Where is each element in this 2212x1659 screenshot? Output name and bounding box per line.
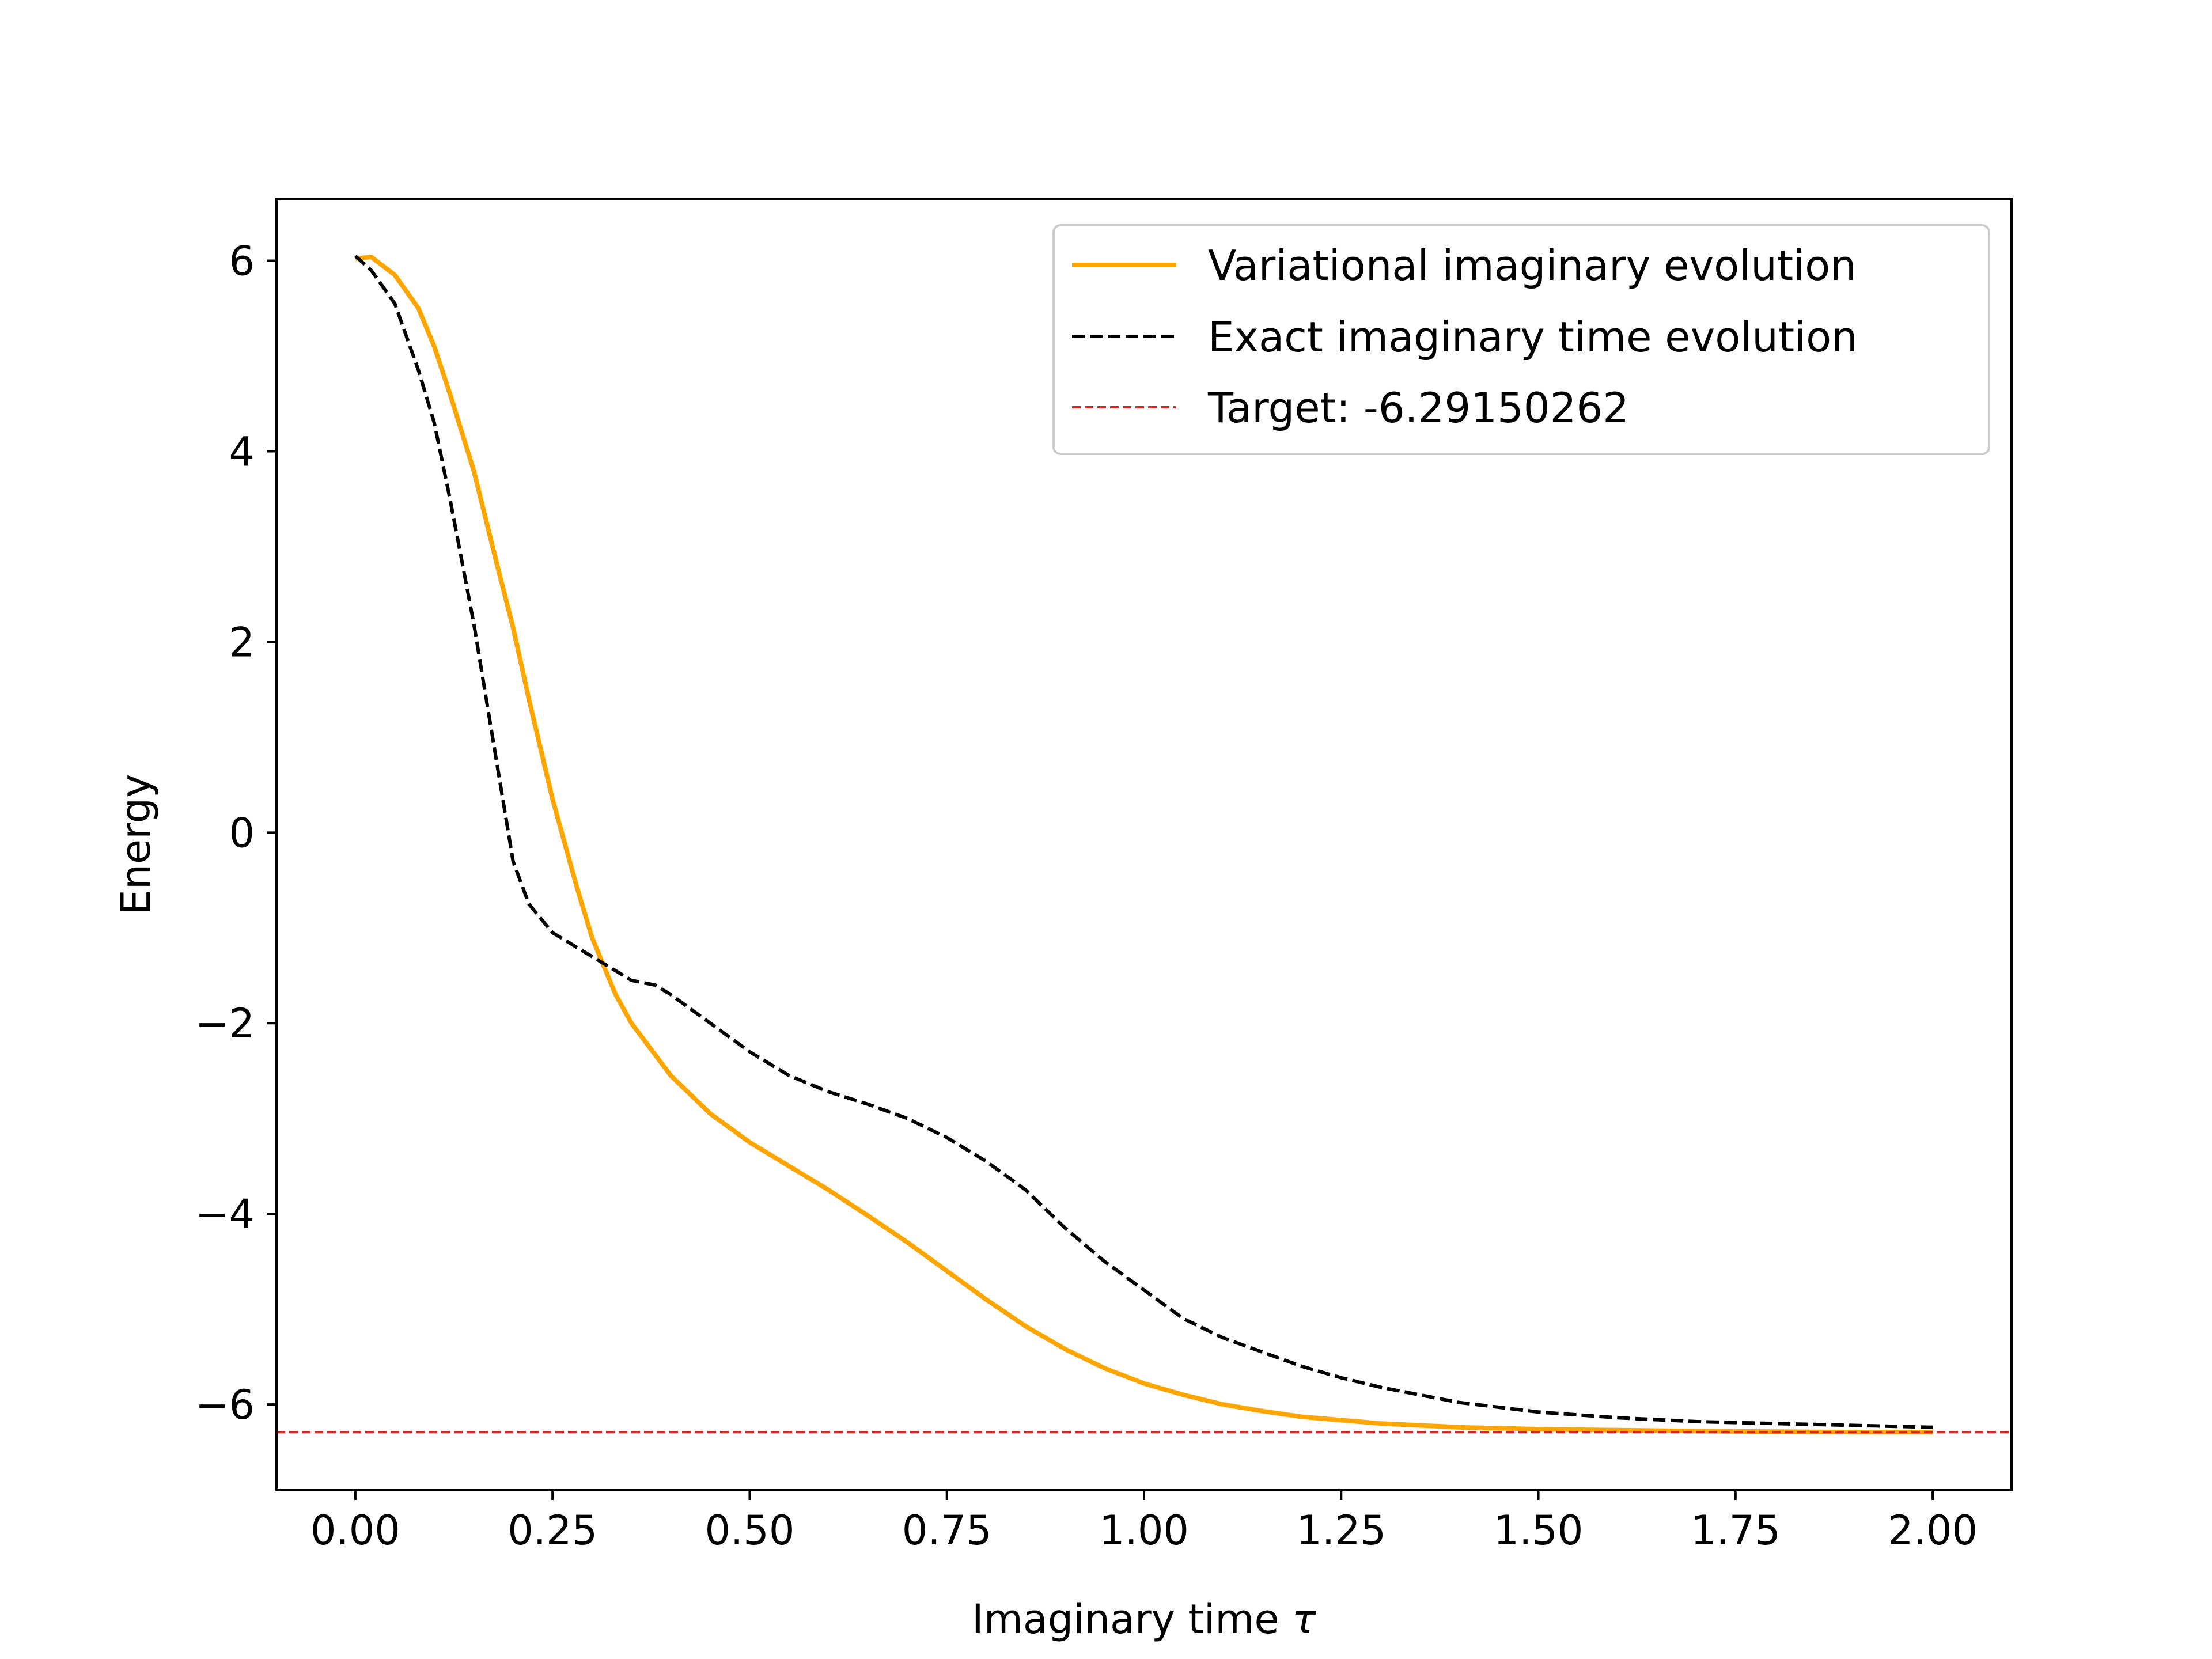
x-tick-label: 1.00 (1099, 1507, 1189, 1554)
y-axis-ticks: −6 −4 −2 0 2 4 6 (195, 238, 276, 1429)
x-tick-label: 0.50 (705, 1507, 795, 1554)
y-tick-label: −6 (195, 1381, 255, 1429)
x-tick-label: 0.75 (902, 1507, 992, 1554)
legend-label-exact: Exact imaginary time evolution (1208, 313, 1858, 361)
x-tick-label: 0.25 (507, 1507, 597, 1554)
x-axis-label: Imaginary time τ (972, 1596, 1317, 1643)
y-axis-label: Energy (112, 774, 160, 915)
x-tick-label: 2.00 (1888, 1507, 1978, 1554)
y-tick-label: 4 (229, 428, 255, 475)
legend: Variational imaginary evolution Exact im… (1052, 224, 1990, 455)
x-tick-label: 1.25 (1296, 1507, 1386, 1554)
x-axis-ticks: 0.00 0.25 0.50 0.75 1.00 1.25 1.50 1.75 2.00 (310, 1490, 1978, 1554)
y-tick-label: 2 (229, 619, 255, 666)
variational-series-line (355, 254, 1933, 1435)
exact-series-line (354, 255, 1933, 1429)
legend-box (1052, 224, 1990, 455)
legend-label-variational: Variational imaginary evolution (1208, 241, 1857, 290)
series-layer (276, 254, 2012, 1435)
x-tick-label: 1.50 (1494, 1507, 1584, 1554)
legend-label-target: Target: -6.29150262 (1207, 384, 1629, 432)
y-tick-label: −2 (195, 1000, 255, 1047)
y-tick-label: 6 (229, 238, 255, 285)
y-tick-label: 0 (229, 809, 255, 857)
x-tick-label: 1.75 (1691, 1507, 1781, 1554)
y-tick-label: −4 (195, 1191, 255, 1238)
x-tick-label: 0.00 (310, 1507, 400, 1554)
